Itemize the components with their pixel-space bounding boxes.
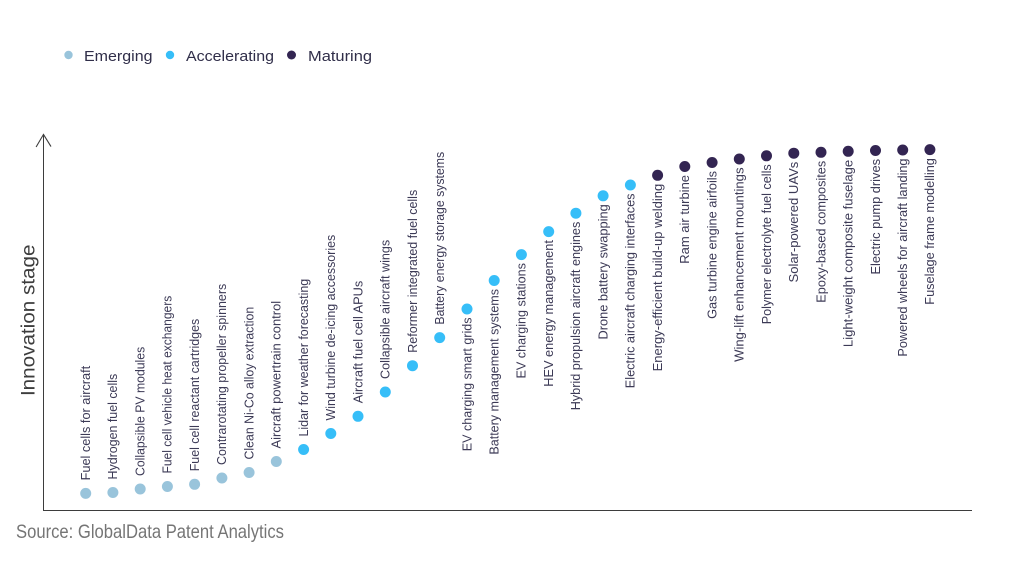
svg-text:Ram air turbine: Ram air turbine [678, 175, 692, 264]
svg-text:Gas turbine engine airfoils: Gas turbine engine airfoils [705, 171, 719, 319]
svg-text:Clean Ni-Co alloy extraction: Clean Ni-Co alloy extraction [242, 307, 256, 460]
svg-text:Fuel cell vehicle heat exchang: Fuel cell vehicle heat exchangers [161, 296, 175, 474]
svg-text:EV charging smart grids: EV charging smart grids [460, 318, 474, 452]
svg-text:Accelerating: Accelerating [186, 49, 274, 65]
svg-text:Collapsible PV modules: Collapsible PV modules [134, 347, 148, 476]
svg-text:Fuel cell reactant cartridges: Fuel cell reactant cartridges [188, 319, 202, 472]
svg-text:Aircraft fuel cell APUs: Aircraft fuel cell APUs [351, 281, 365, 404]
svg-text:Maturing: Maturing [308, 49, 372, 65]
svg-text:Fuel cells for aircraft: Fuel cells for aircraft [79, 365, 93, 480]
svg-text:Solar-powered UAVs: Solar-powered UAVs [787, 162, 801, 283]
svg-text:Emerging: Emerging [84, 49, 153, 65]
svg-text:Polymer electrolyte fuel cells: Polymer electrolyte fuel cells [760, 164, 774, 324]
svg-text:Powered wheels for aircraft la: Powered wheels for aircraft landing [896, 158, 910, 356]
svg-text:Contrarotating propeller spinn: Contrarotating propeller spinners [215, 284, 229, 465]
svg-text:Battery energy storage systems: Battery energy storage systems [433, 152, 447, 325]
svg-text:Light-weight composite fuselag: Light-weight composite fuselage [842, 160, 856, 347]
svg-text:EV charging stations: EV charging stations [515, 263, 529, 378]
svg-text:Fuselage frame modelling: Fuselage frame modelling [923, 158, 937, 305]
svg-text:Hybrid propulsion aircraft eng: Hybrid propulsion aircraft engines [569, 222, 583, 411]
svg-text:Aircraft powertrain control: Aircraft powertrain control [270, 301, 284, 449]
svg-text:Energy-efficient build-up weld: Energy-efficient build-up welding [651, 184, 665, 372]
svg-text:Wing-lift enhancement mounting: Wing-lift enhancement mountings [733, 167, 747, 361]
svg-text:Collapsible aircraft wings: Collapsible aircraft wings [379, 240, 393, 379]
svg-text:Battery management systems: Battery management systems [488, 289, 502, 455]
svg-text:Epoxy-based composites: Epoxy-based composites [814, 161, 828, 303]
svg-text:Innovation stage: Innovation stage [18, 245, 39, 397]
svg-text:Drone battery swapping: Drone battery swapping [596, 204, 610, 339]
svg-text:Source: GlobalData Patent Anal: Source: GlobalData Patent Analytics [16, 521, 284, 543]
svg-text:Lidar for weather forecasting: Lidar for weather forecasting [297, 279, 311, 437]
svg-text:Electric pump drives: Electric pump drives [869, 159, 883, 275]
svg-text:Hydrogen fuel cells: Hydrogen fuel cells [106, 374, 120, 480]
svg-text:Wind turbine de-icing accessor: Wind turbine de-icing accessories [324, 235, 338, 421]
svg-text:Electric aircraft charging int: Electric aircraft charging interfaces [624, 194, 638, 389]
svg-text:HEV energy management: HEV energy management [542, 240, 556, 387]
svg-text:Reformer integrated fuel cells: Reformer integrated fuel cells [406, 190, 420, 353]
